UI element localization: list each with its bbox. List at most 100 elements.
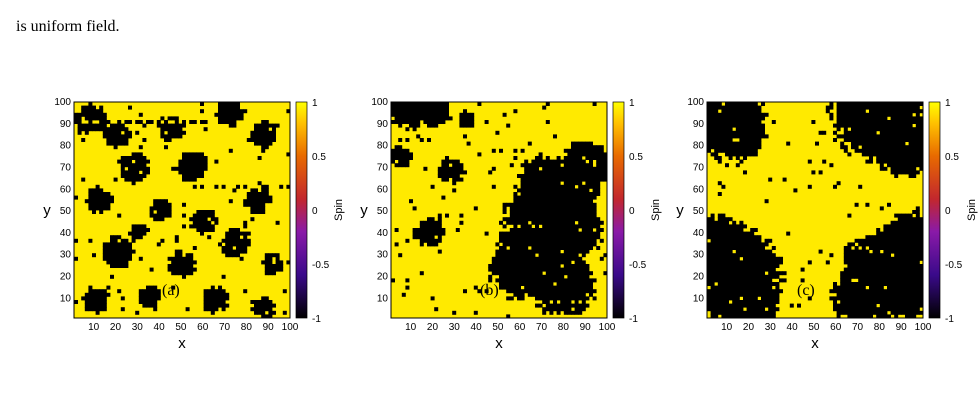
spin-cell bbox=[261, 145, 266, 150]
spin-cell bbox=[739, 105, 744, 110]
spin-cell bbox=[721, 116, 726, 121]
spin-cell bbox=[142, 163, 147, 168]
spin-cell bbox=[509, 267, 514, 272]
spin-cell bbox=[182, 177, 186, 182]
spin-cell bbox=[412, 235, 417, 240]
spin-cell bbox=[102, 253, 107, 258]
spin-cell bbox=[739, 127, 744, 132]
spin-cell bbox=[401, 112, 406, 117]
spin-cell bbox=[117, 235, 122, 240]
spin-cell bbox=[578, 199, 583, 204]
colorbar-tick-label: -1 bbox=[312, 314, 321, 325]
spin-cell bbox=[171, 166, 176, 171]
x-tick-label: 100 bbox=[282, 322, 299, 333]
spin-cell bbox=[430, 238, 435, 243]
spin-cell bbox=[542, 253, 547, 258]
spin-cell bbox=[901, 145, 906, 150]
spin-cell bbox=[268, 260, 273, 265]
spin-cell bbox=[423, 224, 428, 229]
spin-cell bbox=[574, 300, 579, 304]
spin-cell bbox=[872, 303, 877, 308]
spin-cell bbox=[717, 260, 722, 265]
spin-cell bbox=[890, 278, 895, 283]
spin-cell bbox=[746, 127, 751, 132]
spin-cell bbox=[919, 278, 924, 283]
spin-cell bbox=[513, 260, 518, 265]
spin-cell bbox=[771, 289, 776, 294]
spin-cell bbox=[556, 163, 561, 168]
spin-cell bbox=[912, 105, 917, 110]
spin-cell bbox=[869, 159, 873, 164]
spin-cell bbox=[571, 206, 575, 211]
spin-cell bbox=[556, 177, 561, 182]
spin-cell bbox=[445, 105, 449, 110]
subfigure-label-a: (a) bbox=[162, 282, 180, 299]
spin-cell bbox=[535, 163, 539, 168]
y-tick-label: 50 bbox=[60, 206, 72, 217]
spin-cell bbox=[847, 152, 852, 157]
spin-cell bbox=[872, 238, 877, 243]
spin-cell bbox=[725, 109, 729, 114]
spin-cell bbox=[556, 235, 561, 240]
spin-cell bbox=[750, 264, 755, 268]
spin-cell bbox=[427, 231, 431, 236]
spin-cell bbox=[531, 210, 536, 214]
spin-cell bbox=[538, 217, 543, 222]
spin-cell bbox=[897, 282, 902, 286]
spin-cell bbox=[264, 120, 269, 124]
spin-cell bbox=[883, 292, 888, 297]
spin-cell bbox=[574, 188, 579, 193]
spin-cell bbox=[106, 292, 111, 297]
spin-cell bbox=[110, 264, 114, 268]
spin-cell bbox=[455, 177, 460, 182]
spin-cell bbox=[128, 256, 132, 261]
spin-cell bbox=[527, 174, 532, 178]
spin-cell bbox=[581, 159, 586, 164]
spin-cell bbox=[865, 274, 870, 279]
spin-cell bbox=[872, 130, 877, 135]
spin-cell bbox=[746, 102, 751, 106]
spin-cell bbox=[890, 307, 895, 312]
spin-cell bbox=[843, 112, 848, 117]
spin-cell bbox=[203, 217, 208, 222]
spin-cell bbox=[707, 220, 711, 225]
spin-cell bbox=[135, 170, 140, 175]
spin-cell bbox=[153, 217, 158, 222]
spin-cell bbox=[865, 292, 870, 297]
spin-cell bbox=[915, 292, 920, 297]
spin-cell bbox=[124, 170, 129, 175]
spin-cell bbox=[861, 116, 866, 121]
spin-cell bbox=[710, 271, 715, 276]
spin-cell bbox=[581, 177, 586, 182]
spin-cell bbox=[502, 256, 507, 261]
spin-cell bbox=[513, 271, 518, 276]
spin-cell bbox=[854, 264, 859, 268]
spin-cell bbox=[254, 130, 258, 135]
spin-cell bbox=[545, 220, 550, 225]
spin-cell bbox=[527, 289, 532, 294]
spin-cell bbox=[531, 174, 536, 178]
spin-cell bbox=[106, 246, 111, 250]
spin-cell bbox=[509, 242, 514, 247]
spin-cell bbox=[459, 166, 464, 171]
spin-cell bbox=[189, 267, 194, 272]
spin-cell bbox=[915, 246, 920, 250]
spin-cell bbox=[398, 102, 403, 106]
spin-cell bbox=[764, 296, 769, 301]
spin-cell bbox=[743, 271, 747, 276]
spin-cell bbox=[735, 292, 740, 297]
spin-cell bbox=[757, 246, 762, 250]
spin-cell bbox=[430, 224, 435, 229]
spin-cell bbox=[261, 300, 266, 304]
spin-cell bbox=[567, 235, 572, 240]
spin-cell bbox=[182, 163, 186, 168]
spin-cell bbox=[714, 112, 719, 117]
spin-cell bbox=[717, 217, 722, 222]
spin-cell bbox=[732, 238, 737, 243]
spin-cell bbox=[225, 116, 230, 121]
spin-cell bbox=[196, 163, 201, 168]
spin-cell bbox=[725, 289, 729, 294]
spin-cell bbox=[843, 134, 848, 139]
spin-cell bbox=[879, 274, 884, 279]
spin-cell bbox=[502, 202, 507, 207]
